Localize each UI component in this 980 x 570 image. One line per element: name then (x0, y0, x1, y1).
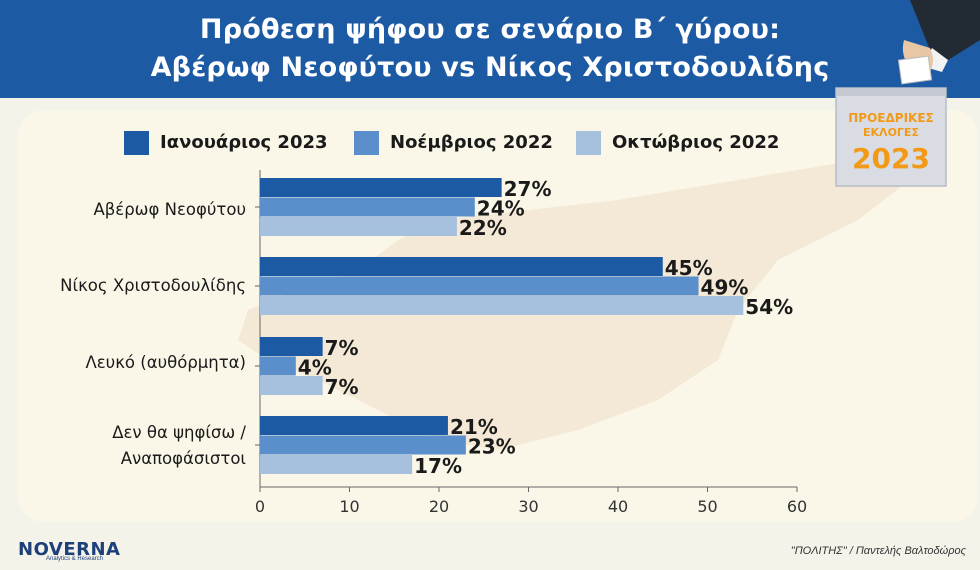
bar (260, 376, 323, 395)
bar (260, 435, 466, 455)
title-bar: Πρόθεση ψήφου σε σενάριο Β΄ γύρου: Αβέρω… (0, 0, 980, 98)
bar-value-label: 23% (468, 435, 516, 459)
category-label-christodoulides-line1: Νίκος Χριστοδουλίδης (60, 276, 246, 295)
legend-swatch-nov-2022 (354, 131, 379, 155)
category-label-christodoulides: Νίκος Χριστοδουλίδης (60, 273, 246, 299)
bar-value-label: 49% (701, 276, 749, 300)
bar-value-label: 17% (414, 454, 462, 478)
bar-value-label: 22% (459, 216, 507, 240)
bar (260, 197, 475, 217)
bar-value-label: 54% (745, 295, 793, 319)
bar (260, 257, 663, 276)
bar (260, 178, 502, 197)
category-label-blank: Λευκό (αυθόρμητα) (85, 350, 246, 376)
category-label-undecided-line2: Αναποφάσιστοι (120, 449, 246, 468)
bar-value-label: 7% (325, 375, 359, 399)
chart-panel (18, 110, 978, 522)
x-tick-label: 10 (339, 497, 359, 516)
bar (260, 356, 296, 376)
bar (260, 416, 448, 435)
bar (260, 296, 744, 315)
bar (260, 455, 413, 474)
x-tick-label: 30 (518, 497, 538, 516)
noverna-logo-sub: Analytics & Research (46, 556, 104, 562)
category-label-undecided-line1: Δεν θα ψηφίσω / (112, 423, 246, 442)
x-tick-label: 0 (255, 497, 265, 516)
bar-value-label: 4% (298, 356, 332, 380)
category-label-undecided: Δεν θα ψηφίσω / Αναποφάσιστοι (112, 420, 246, 472)
category-label-blank-line1: Λευκό (αυθόρμητα) (85, 353, 246, 372)
badge-line1: ΠΡΟΕΔΡΙΚΕΣ (848, 111, 933, 125)
noverna-logo: NOVERNA (18, 539, 121, 560)
bar (260, 276, 699, 296)
source-credit: "ΠΟΛΙΤΗΣ" / Παντελής Βαλτοδώρος (790, 545, 966, 557)
chart-title-line1: Πρόθεση ψήφου σε σενάριο Β΄ γύρου: (199, 14, 781, 45)
legend-label-nov-2022: Νοέμβριος 2022 (390, 132, 553, 153)
chart-title-line2: Αβέρωφ Νεοφύτου vs Νίκος Χριστοδουλίδης (150, 52, 830, 83)
ballot-hand-illustration (897, 0, 980, 85)
badge-year: 2023 (852, 142, 930, 175)
x-tick-label: 40 (608, 497, 628, 516)
legend-label-oct-2022: Οκτώβριος 2022 (612, 132, 780, 153)
legend-swatch-jan-2023 (124, 131, 149, 155)
x-tick-label: 60 (787, 497, 807, 516)
category-label-averof: Αβέρωφ Νεοφύτου (93, 197, 246, 223)
legend-swatch-oct-2022 (576, 131, 601, 155)
badge-line2: ΕΚΛΟΓΕΣ (863, 126, 919, 139)
category-label-averof-line1: Αβέρωφ Νεοφύτου (93, 200, 246, 219)
bar-value-label: 24% (477, 197, 525, 221)
bar-value-label: 21% (450, 415, 498, 439)
bar-value-label: 45% (665, 256, 713, 280)
legend-label-jan-2023: Ιανουάριος 2023 (160, 132, 328, 153)
bar-value-label: 7% (325, 336, 359, 360)
bar-value-label: 27% (504, 177, 552, 201)
bar (260, 337, 323, 356)
x-tick-label: 20 (429, 497, 449, 516)
elections-2023-badge: ΠΡΟΕΔΡΙΚΕΣ ΕΚΛΟΓΕΣ 2023 (835, 87, 947, 187)
x-tick-label: 50 (697, 497, 717, 516)
bar (260, 217, 457, 236)
